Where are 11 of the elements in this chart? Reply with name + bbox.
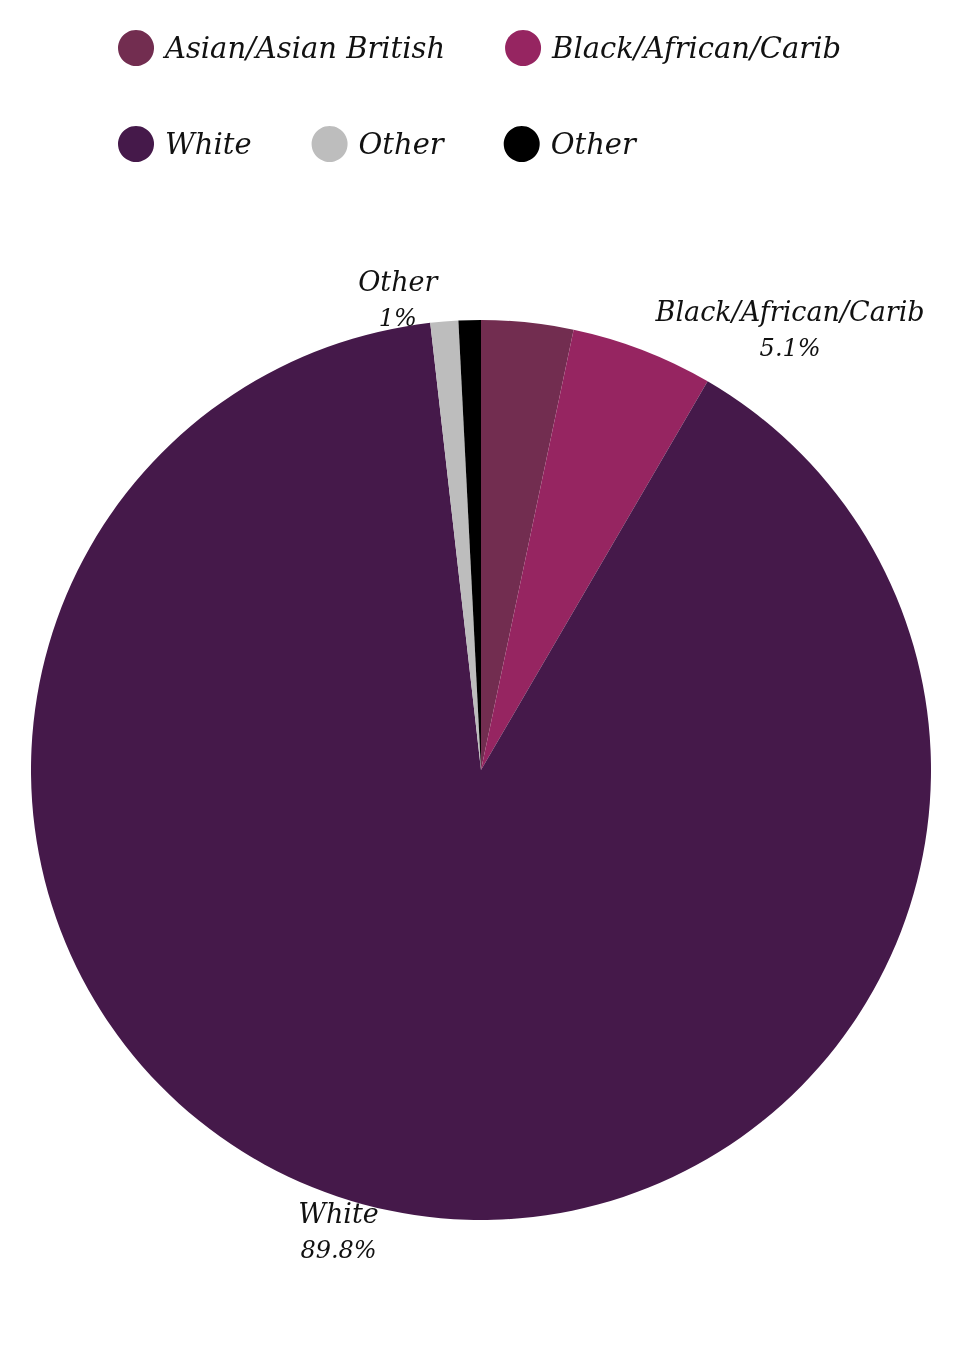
- legend-label: Other: [550, 127, 638, 161]
- slice-label: White: [298, 1198, 379, 1230]
- legend-label: Asian/Asian British: [162, 31, 446, 65]
- slice-label: Black/African/Carib: [654, 296, 925, 328]
- legend-label: White: [165, 127, 252, 161]
- slice-label: Other: [358, 266, 440, 298]
- data-label: 5.1%: [759, 333, 821, 362]
- legend-label: Black/African/Carib: [551, 31, 842, 65]
- data-label: 1%: [378, 303, 417, 332]
- data-label: 89.8%: [300, 1235, 377, 1264]
- legend-label: Other: [358, 127, 446, 161]
